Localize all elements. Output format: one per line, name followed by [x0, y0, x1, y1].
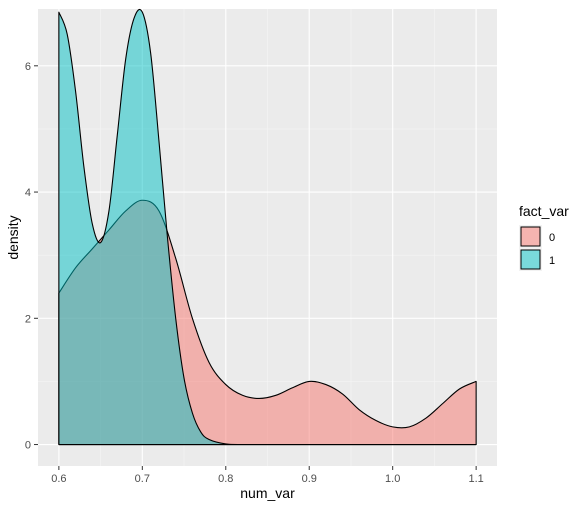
x-tick-label: 1.0	[385, 473, 400, 485]
x-axis-title: num_var	[240, 485, 295, 501]
y-tick-label: 6	[25, 61, 31, 73]
y-tick-label: 0	[25, 440, 31, 452]
y-tick-label: 2	[25, 313, 31, 325]
legend-items: 01	[519, 225, 555, 271]
x-tick-label: 0.7	[135, 473, 150, 485]
legend-swatch-0	[520, 226, 541, 247]
density-areas	[58, 8, 477, 446]
y-tick-label: 4	[25, 187, 31, 199]
x-tick-label: 0.9	[302, 473, 317, 485]
y-axis-title: density	[5, 215, 21, 259]
legend-swatch-1	[520, 249, 541, 270]
y-axis: 0 2 4 6	[25, 61, 38, 452]
legend: fact_var 01	[519, 203, 569, 271]
density-area-series-1	[58, 8, 477, 446]
x-tick-label: 0.8	[218, 473, 233, 485]
x-tick-label: 0.6	[51, 473, 66, 485]
legend-label-0: 0	[549, 232, 555, 244]
legend-title: fact_var	[519, 203, 569, 219]
legend-label-1: 1	[549, 255, 555, 267]
minor-gridlines	[38, 9, 497, 466]
x-axis: 0.6 0.7 0.8 0.9 1.0 1.1	[51, 466, 484, 485]
x-tick-label: 1.1	[468, 473, 483, 485]
